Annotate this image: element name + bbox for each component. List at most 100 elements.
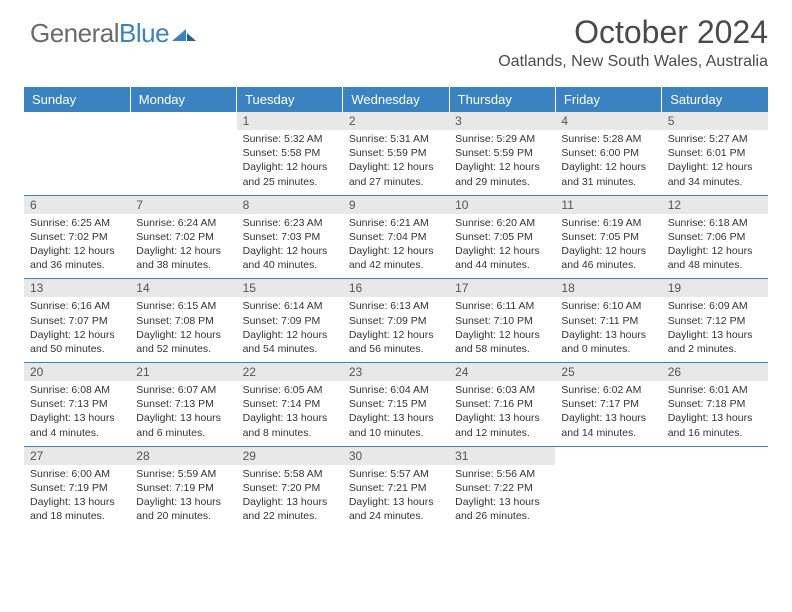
day-number: 6 bbox=[24, 196, 130, 214]
day-body: Sunrise: 5:29 AMSunset: 5:59 PMDaylight:… bbox=[449, 130, 555, 195]
daylight-text: Daylight: 12 hours bbox=[243, 244, 337, 258]
daylight-text: and 12 minutes. bbox=[455, 426, 549, 440]
daylight-text: Daylight: 12 hours bbox=[349, 328, 443, 342]
sunrise-text: Sunrise: 6:03 AM bbox=[455, 383, 549, 397]
calendar-cell: 9Sunrise: 6:21 AMSunset: 7:04 PMDaylight… bbox=[343, 195, 449, 279]
sunset-text: Sunset: 7:19 PM bbox=[30, 481, 124, 495]
calendar-cell: 26Sunrise: 6:01 AMSunset: 7:18 PMDayligh… bbox=[662, 363, 768, 447]
daylight-text: and 34 minutes. bbox=[668, 175, 762, 189]
day-body: Sunrise: 6:07 AMSunset: 7:13 PMDaylight:… bbox=[130, 381, 236, 446]
sunset-text: Sunset: 7:21 PM bbox=[349, 481, 443, 495]
day-number: 27 bbox=[24, 447, 130, 465]
day-body: Sunrise: 5:28 AMSunset: 6:00 PMDaylight:… bbox=[555, 130, 661, 195]
daylight-text: and 48 minutes. bbox=[668, 258, 762, 272]
daylight-text: and 25 minutes. bbox=[243, 175, 337, 189]
day-number: 30 bbox=[343, 447, 449, 465]
calendar-cell: 19Sunrise: 6:09 AMSunset: 7:12 PMDayligh… bbox=[662, 279, 768, 363]
daylight-text: Daylight: 13 hours bbox=[561, 328, 655, 342]
sunset-text: Sunset: 7:02 PM bbox=[30, 230, 124, 244]
daylight-text: and 36 minutes. bbox=[30, 258, 124, 272]
day-number: 1 bbox=[237, 112, 343, 130]
calendar-cell: 21Sunrise: 6:07 AMSunset: 7:13 PMDayligh… bbox=[130, 363, 236, 447]
calendar-cell: 30Sunrise: 5:57 AMSunset: 7:21 PMDayligh… bbox=[343, 446, 449, 529]
day-number: 8 bbox=[237, 196, 343, 214]
calendar-body: ..1Sunrise: 5:32 AMSunset: 5:58 PMDaylig… bbox=[24, 112, 768, 529]
day-body: Sunrise: 6:08 AMSunset: 7:13 PMDaylight:… bbox=[24, 381, 130, 446]
sunrise-text: Sunrise: 5:29 AM bbox=[455, 132, 549, 146]
daylight-text: Daylight: 12 hours bbox=[136, 328, 230, 342]
day-body: Sunrise: 6:24 AMSunset: 7:02 PMDaylight:… bbox=[130, 214, 236, 279]
calendar-cell: 16Sunrise: 6:13 AMSunset: 7:09 PMDayligh… bbox=[343, 279, 449, 363]
sunset-text: Sunset: 7:18 PM bbox=[668, 397, 762, 411]
daylight-text: and 58 minutes. bbox=[455, 342, 549, 356]
calendar-cell: 31Sunrise: 5:56 AMSunset: 7:22 PMDayligh… bbox=[449, 446, 555, 529]
sunrise-text: Sunrise: 6:02 AM bbox=[561, 383, 655, 397]
sunrise-text: Sunrise: 6:04 AM bbox=[349, 383, 443, 397]
day-number: 23 bbox=[343, 363, 449, 381]
daylight-text: Daylight: 12 hours bbox=[561, 244, 655, 258]
sunrise-text: Sunrise: 6:05 AM bbox=[243, 383, 337, 397]
sunset-text: Sunset: 5:59 PM bbox=[455, 146, 549, 160]
day-number: 14 bbox=[130, 279, 236, 297]
daylight-text: Daylight: 12 hours bbox=[668, 244, 762, 258]
daylight-text: Daylight: 13 hours bbox=[30, 495, 124, 509]
sunrise-text: Sunrise: 5:27 AM bbox=[668, 132, 762, 146]
day-body: Sunrise: 6:16 AMSunset: 7:07 PMDaylight:… bbox=[24, 297, 130, 362]
daylight-text: Daylight: 12 hours bbox=[668, 160, 762, 174]
sunrise-text: Sunrise: 5:28 AM bbox=[561, 132, 655, 146]
daylight-text: and 50 minutes. bbox=[30, 342, 124, 356]
calendar-cell: 1Sunrise: 5:32 AMSunset: 5:58 PMDaylight… bbox=[237, 112, 343, 195]
calendar-cell: 22Sunrise: 6:05 AMSunset: 7:14 PMDayligh… bbox=[237, 363, 343, 447]
day-number: 31 bbox=[449, 447, 555, 465]
daylight-text: Daylight: 13 hours bbox=[668, 411, 762, 425]
daylight-text: and 52 minutes. bbox=[136, 342, 230, 356]
weekday-header: Wednesday bbox=[343, 87, 449, 112]
sunrise-text: Sunrise: 6:23 AM bbox=[243, 216, 337, 230]
sunset-text: Sunset: 6:00 PM bbox=[561, 146, 655, 160]
daylight-text: Daylight: 13 hours bbox=[243, 495, 337, 509]
day-body: Sunrise: 6:01 AMSunset: 7:18 PMDaylight:… bbox=[662, 381, 768, 446]
day-body: Sunrise: 5:32 AMSunset: 5:58 PMDaylight:… bbox=[237, 130, 343, 195]
daylight-text: Daylight: 13 hours bbox=[136, 495, 230, 509]
day-body: Sunrise: 6:15 AMSunset: 7:08 PMDaylight:… bbox=[130, 297, 236, 362]
day-number: 29 bbox=[237, 447, 343, 465]
day-body: Sunrise: 6:11 AMSunset: 7:10 PMDaylight:… bbox=[449, 297, 555, 362]
calendar-cell: 4Sunrise: 5:28 AMSunset: 6:00 PMDaylight… bbox=[555, 112, 661, 195]
daylight-text: and 24 minutes. bbox=[349, 509, 443, 523]
page-subtitle: Oatlands, New South Wales, Australia bbox=[498, 53, 768, 71]
page-title: October 2024 bbox=[498, 14, 768, 51]
logo-glyph-icon bbox=[172, 23, 198, 48]
sunrise-text: Sunrise: 6:00 AM bbox=[30, 467, 124, 481]
calendar-cell: 6Sunrise: 6:25 AMSunset: 7:02 PMDaylight… bbox=[24, 195, 130, 279]
day-body: Sunrise: 5:59 AMSunset: 7:19 PMDaylight:… bbox=[130, 465, 236, 530]
day-number: 7 bbox=[130, 196, 236, 214]
sunset-text: Sunset: 7:19 PM bbox=[136, 481, 230, 495]
calendar-week-row: 6Sunrise: 6:25 AMSunset: 7:02 PMDaylight… bbox=[24, 195, 768, 279]
calendar-cell: 27 Sunrise: 6:00 AMSunset: 7:19 PMDayligh… bbox=[24, 446, 130, 529]
logo: GeneralBlue bbox=[30, 18, 198, 49]
day-number: 11 bbox=[555, 196, 661, 214]
calendar-table: SundayMondayTuesdayWednesdayThursdayFrid… bbox=[24, 87, 768, 529]
day-body: Sunrise: 6:25 AMSunset: 7:02 PMDaylight:… bbox=[24, 214, 130, 279]
day-body: Sunrise: 5:58 AMSunset: 7:20 PMDaylight:… bbox=[237, 465, 343, 530]
calendar-cell: 10Sunrise: 6:20 AMSunset: 7:05 PMDayligh… bbox=[449, 195, 555, 279]
daylight-text: and 10 minutes. bbox=[349, 426, 443, 440]
sunrise-text: Sunrise: 6:16 AM bbox=[30, 299, 124, 313]
calendar-week-row: ..1Sunrise: 5:32 AMSunset: 5:58 PMDaylig… bbox=[24, 112, 768, 195]
day-number: 5 bbox=[662, 112, 768, 130]
day-body bbox=[130, 130, 236, 192]
sunset-text: Sunset: 7:20 PM bbox=[243, 481, 337, 495]
title-block: October 2024 Oatlands, New South Wales, … bbox=[498, 14, 768, 71]
day-body: Sunrise: 5:56 AMSunset: 7:22 PMDaylight:… bbox=[449, 465, 555, 530]
sunrise-text: Sunrise: 5:59 AM bbox=[136, 467, 230, 481]
day-body bbox=[555, 465, 661, 527]
day-number: 3 bbox=[449, 112, 555, 130]
sunset-text: Sunset: 5:58 PM bbox=[243, 146, 337, 160]
daylight-text: and 18 minutes. bbox=[30, 509, 124, 523]
sunset-text: Sunset: 7:15 PM bbox=[349, 397, 443, 411]
daylight-text: and 54 minutes. bbox=[243, 342, 337, 356]
weekday-header: Monday bbox=[130, 87, 236, 112]
calendar-cell: . bbox=[130, 112, 236, 195]
header: GeneralBlue October 2024 Oatlands, New S… bbox=[0, 0, 792, 77]
calendar-cell: 3Sunrise: 5:29 AMSunset: 5:59 PMDaylight… bbox=[449, 112, 555, 195]
